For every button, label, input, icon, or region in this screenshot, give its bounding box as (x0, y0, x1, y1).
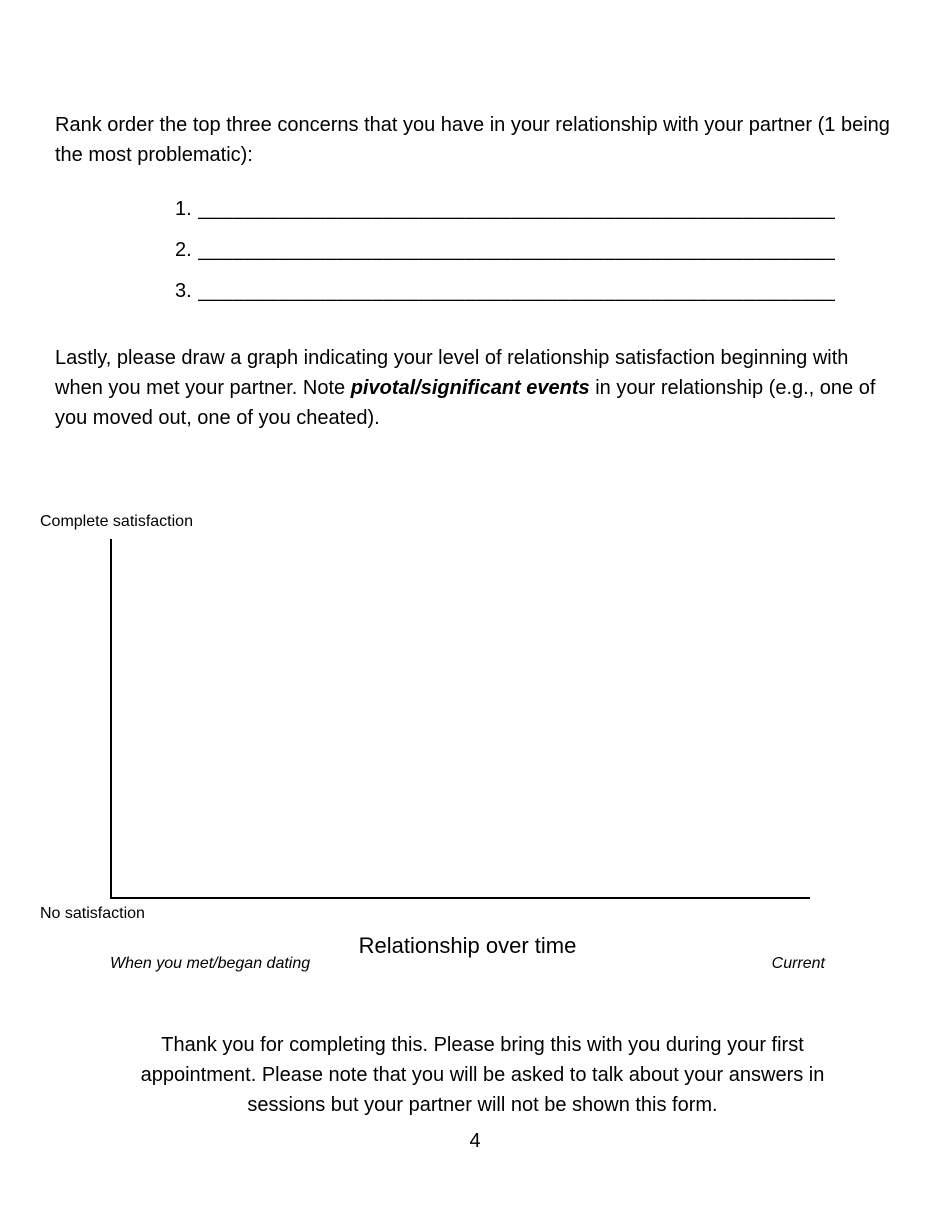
rank-blank-1[interactable]: ________________________________________… (198, 198, 835, 221)
rank-number-1: 1. (175, 198, 192, 221)
y-axis-top-label: Complete satisfaction (40, 513, 895, 531)
rank-item-3: 3. _____________________________________… (175, 280, 835, 303)
graph-instruction-text: Lastly, please draw a graph indicating y… (55, 343, 895, 433)
x-axis-left-label: When you met/began dating (110, 955, 310, 973)
rank-blank-3[interactable]: ________________________________________… (198, 280, 835, 303)
instruction2-pivotal: pivotal/significant events (351, 377, 590, 399)
x-axis-labels-row: When you met/began dating Current (110, 955, 825, 973)
rank-list: 1. _____________________________________… (55, 198, 895, 303)
rank-blank-2[interactable]: ________________________________________… (198, 239, 835, 262)
y-axis-bottom-label: No satisfaction (40, 905, 895, 923)
rank-number-3: 3. (175, 280, 192, 303)
form-page: Rank order the top three concerns that y… (0, 0, 950, 973)
rank-number-2: 2. (175, 239, 192, 262)
x-axis-right-label: Current (772, 955, 825, 973)
rank-instruction-text: Rank order the top three concerns that y… (55, 110, 895, 170)
rank-item-1: 1. _____________________________________… (175, 198, 835, 221)
chart-axes[interactable] (110, 539, 810, 899)
satisfaction-chart: Complete satisfaction No satisfaction Re… (40, 513, 895, 973)
page-number: 4 (469, 1130, 480, 1153)
rank-item-2: 2. _____________________________________… (175, 239, 835, 262)
closing-text: Thank you for completing this. Please br… (115, 1030, 850, 1120)
